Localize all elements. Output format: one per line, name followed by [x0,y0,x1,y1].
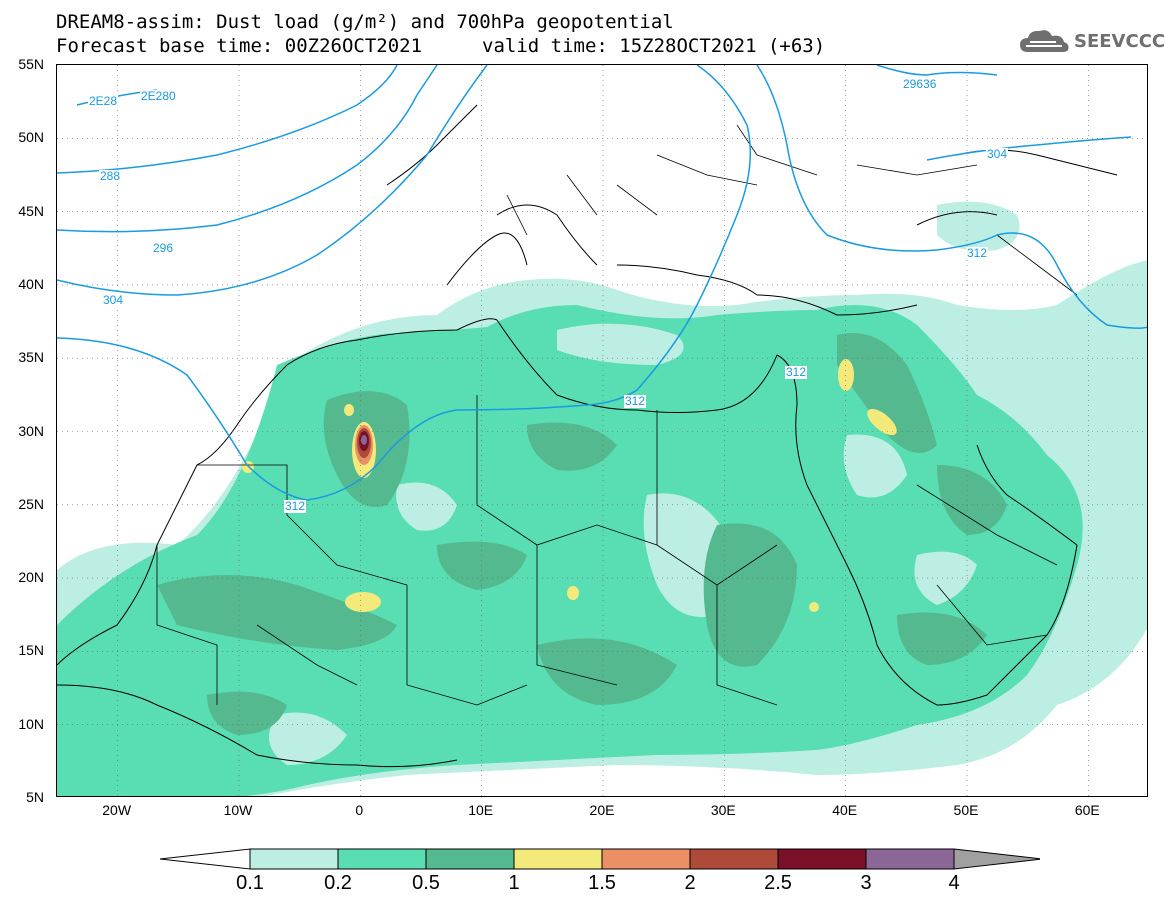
colorbar-low-arrow [160,848,251,870]
colorbar-segment [777,848,867,870]
lat-label: 10N [18,715,44,732]
contour-label: 288 [99,169,122,183]
chart-title: DREAM8-assim: Dust load (g/m²) and 700hP… [56,11,674,33]
lon-label: 10W [223,802,253,818]
colorbar-label: 1 [508,872,520,894]
lat-label: 25N [18,495,44,512]
lon-label: 40E [832,802,858,818]
forecast-base-time: Forecast base time: 00Z26OCT2021 [56,35,423,57]
borders [156,124,1078,706]
colorbar-label: 2 [684,872,696,894]
dust-layer-0-5 [157,333,1007,735]
colorbar [160,848,1040,870]
contour-label: 312 [284,499,307,513]
colorbar-segment [249,848,339,870]
valid-time: valid time: 15Z28OCT2021 (+63) [482,35,826,57]
contour-label: 29636 [902,77,938,91]
colorbar-high-arrow [953,848,1040,870]
colorbar-label: 0.5 [412,872,440,894]
colorbar-segment [513,848,603,870]
lat-label: 40N [18,275,44,292]
colorbar-segment [689,848,779,870]
colorbar-label: 0.1 [236,872,264,894]
logo-text: SEEVCCC [1074,30,1165,52]
lon-label: 10E [468,802,494,818]
colorbar-label: 1.5 [588,872,616,894]
lat-label: 20N [18,569,44,586]
lat-label: 50N [18,129,44,146]
lat-label: 45N [18,202,44,219]
colorbar-label: 4 [948,872,960,894]
contour-label: 312 [624,394,647,408]
geopotential-contours [57,65,1147,501]
contour-label: 2E280 [140,89,177,103]
lat-label: 35N [18,349,44,366]
colorbar-segment [601,848,691,870]
grid-lines [57,65,1147,796]
lat-label: 5N [26,789,44,805]
contour-label: 304 [986,147,1009,161]
lon-label: 30E [710,802,736,818]
colorbar-label: 3 [860,872,872,894]
lat-label: 55N [18,56,44,72]
contour-label: 2E28 [88,94,119,108]
lon-label: 0 [355,802,364,818]
dust-hotspot [355,425,373,465]
colorbar-segment [425,848,515,870]
lat-label: 30N [18,422,44,439]
cloud-icon [1020,30,1069,52]
colorbar-label: 2.5 [764,872,792,894]
contour-label: 304 [102,293,125,307]
lon-label: 60E [1074,802,1100,818]
contour-label: 296 [152,241,175,255]
seevccc-logo: SEEVCCC [1018,25,1165,57]
dust-layer-0-2 [57,305,1083,796]
lat-label: 15N [18,642,44,659]
lon-label: 20W [102,802,132,818]
lon-label: 20E [589,802,615,818]
colorbar-label: 0.2 [324,872,352,894]
colorbar-segment [337,848,427,870]
contour-label: 312 [785,365,808,379]
map-canvas [57,65,1147,796]
lon-label: 50E [953,802,979,818]
dust-map [56,64,1148,797]
contour-label: 312 [966,246,989,260]
colorbar-segment [865,848,955,870]
